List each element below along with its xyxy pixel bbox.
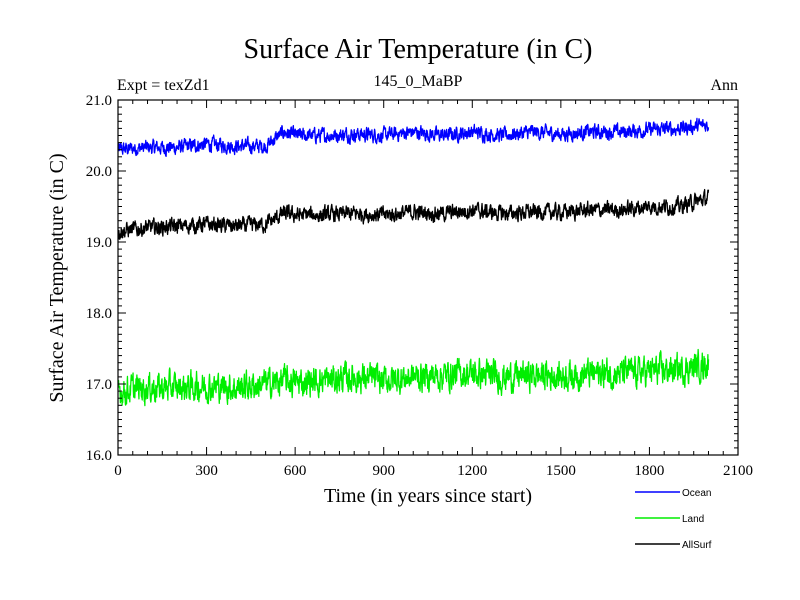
plot-frame bbox=[117, 99, 739, 456]
y-tick-label: 17.0 bbox=[86, 377, 112, 393]
legend: Ocean Land AllSurf bbox=[635, 488, 712, 551]
y-tick-label: 16.0 bbox=[86, 448, 112, 464]
series-line-ocean bbox=[118, 117, 710, 158]
y-tick-label: 21.0 bbox=[86, 93, 112, 109]
season-label: Ann bbox=[710, 77, 738, 94]
x-tick-label: 0 bbox=[114, 463, 122, 479]
y-tick-label: 18.0 bbox=[86, 306, 112, 322]
y-axis-label: Surface Air Temperature (in C) bbox=[46, 153, 68, 402]
x-tick-label: 1200 bbox=[457, 463, 487, 479]
x-axis-label: Time (in years since start) bbox=[324, 485, 532, 507]
plot-area bbox=[117, 99, 739, 456]
period-label: 145_0_MaBP bbox=[374, 73, 463, 90]
series-layer bbox=[118, 117, 710, 407]
series-line-land bbox=[118, 348, 710, 407]
x-tick-label: 600 bbox=[284, 463, 307, 479]
x-tick-label: 2100 bbox=[723, 463, 753, 479]
x-tick-label: 300 bbox=[195, 463, 218, 479]
legend-label-allsurf: AllSurf bbox=[682, 540, 712, 551]
x-tick-label: 1500 bbox=[546, 463, 576, 479]
y-tick-label: 20.0 bbox=[86, 164, 112, 180]
chart-title: Surface Air Temperature (in C) bbox=[244, 34, 593, 65]
legend-label-land: Land bbox=[682, 514, 704, 525]
series-line-allsurf bbox=[118, 188, 710, 240]
legend-label-ocean: Ocean bbox=[682, 488, 711, 499]
x-tick-label: 1800 bbox=[634, 463, 664, 479]
y-tick-label: 19.0 bbox=[86, 235, 112, 251]
experiment-label: Expt = texZd1 bbox=[117, 77, 210, 94]
axis-ticks: 0 300 600 900 1200 1500 1800 2100 16.0 17.0 18.0 19… bbox=[86, 93, 753, 479]
x-tick-label: 900 bbox=[372, 463, 395, 479]
